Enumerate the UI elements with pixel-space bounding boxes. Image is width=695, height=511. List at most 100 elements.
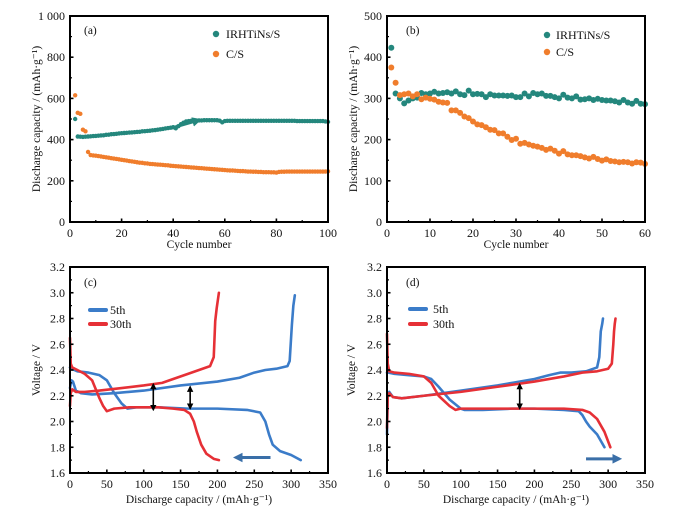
panel-a-label: (a) xyxy=(84,25,97,37)
data-point xyxy=(72,116,78,122)
data-point xyxy=(444,99,451,106)
y-tick-label: 2.6 xyxy=(367,337,382,351)
y-tick-label: 2.2 xyxy=(50,389,65,403)
x-tick-label: 350 xyxy=(319,477,337,491)
x-tick-label: 0 xyxy=(384,477,390,491)
panel-c-xlabel: Discharge capacity / (mAh·g⁻¹) xyxy=(126,494,272,506)
panel-b-xlabel: Cycle number xyxy=(484,239,549,251)
panel-a-data xyxy=(72,93,331,175)
legend-label-5th: 5th xyxy=(110,303,125,317)
y-tick-label: 2.2 xyxy=(367,389,382,403)
panel-c-ylabel: Voltage / V xyxy=(31,343,43,396)
data-point xyxy=(85,149,91,155)
data-point xyxy=(517,94,524,101)
series-5th xyxy=(68,294,303,462)
data-point xyxy=(525,93,532,100)
x-tick-label: 20 xyxy=(467,226,479,240)
data-point xyxy=(482,94,489,101)
x-tick-label: 50 xyxy=(101,477,113,491)
x-tick-label: 200 xyxy=(525,477,543,491)
data-point xyxy=(474,90,481,97)
legend-marker-irhtins xyxy=(543,31,551,39)
data-point xyxy=(491,92,498,99)
y-tick-label: 500 xyxy=(364,9,382,23)
x-tick-label: 80 xyxy=(270,226,282,240)
y-tick-label: 800 xyxy=(47,50,65,64)
y-tick-label: 0 xyxy=(59,215,65,229)
x-tick-label: 300 xyxy=(282,477,300,491)
5th-discharge-curve xyxy=(68,366,303,462)
x-tick-label: 40 xyxy=(167,226,179,240)
data-point xyxy=(504,92,511,99)
data-point xyxy=(491,127,498,134)
x-tick-label: 200 xyxy=(208,477,226,491)
data-point xyxy=(439,99,446,106)
data-point xyxy=(599,97,605,104)
x-tick-label: 60 xyxy=(219,226,231,240)
data-point xyxy=(616,159,623,166)
data-point xyxy=(637,100,644,107)
data-point xyxy=(478,91,485,98)
30th-discharge-curve xyxy=(68,336,221,462)
legend-marker-cs xyxy=(543,48,551,56)
panel-a-ylabel: Discharge capacity / (mAh·g⁻¹) xyxy=(31,46,43,192)
data-point xyxy=(457,109,464,116)
y-tick-label: 1.6 xyxy=(367,466,382,480)
data-point xyxy=(560,91,567,98)
y-tick-label: 2.8 xyxy=(50,312,65,326)
x-tick-label: 0 xyxy=(67,226,73,240)
panel-c-label: (c) xyxy=(84,277,97,289)
data-point xyxy=(414,91,421,98)
data-point xyxy=(521,90,528,97)
panel-d-legend: 5th 30th xyxy=(408,302,454,331)
panel-a-legend: IRHTiNs/S C/S xyxy=(212,27,280,61)
x-tick-label: 50 xyxy=(418,477,430,491)
y-tick-label: 2.0 xyxy=(50,415,65,429)
y-tick-label: 200 xyxy=(47,174,65,188)
data-point xyxy=(401,100,408,107)
x-tick-label: 250 xyxy=(562,477,580,491)
panel-d-data xyxy=(385,317,623,464)
panel-d: 0 50 100 150 200 250 300 350 1.6 1.8 2.0 2.2 2.4 2.6 2… xyxy=(346,260,654,506)
data-point xyxy=(388,64,395,71)
trend-arrow xyxy=(170,117,202,130)
data-point xyxy=(465,87,472,94)
series-30th xyxy=(385,317,617,449)
y-tick-label: 1.8 xyxy=(50,440,65,454)
y-tick-label: 2.8 xyxy=(367,312,382,326)
y-tick-label: 400 xyxy=(47,133,65,147)
data-point xyxy=(495,92,502,99)
data-point xyxy=(513,135,519,142)
y-tick-label: 1 000 xyxy=(38,9,65,23)
x-tick-label: 10 xyxy=(424,226,436,240)
legend-label-30th: 30th xyxy=(110,317,131,331)
x-tick-label: 250 xyxy=(245,477,263,491)
series-5th xyxy=(385,317,606,449)
panel-a-xlabel: Cycle number xyxy=(167,239,232,251)
data-point xyxy=(470,118,476,125)
30th-discharge-curve xyxy=(385,332,612,449)
x-tick-label: 150 xyxy=(489,477,507,491)
panel-c-legend: 5th 30th xyxy=(88,303,131,331)
series-c-s xyxy=(388,64,648,167)
data-point xyxy=(551,147,558,154)
x-tick-label: 100 xyxy=(319,226,337,240)
y-tick-label: 0 xyxy=(376,215,382,229)
data-point xyxy=(504,133,511,140)
legend-label-30th: 30th xyxy=(433,317,454,331)
data-point xyxy=(633,97,640,104)
data-point xyxy=(448,107,455,114)
legend-label-cs: C/S xyxy=(556,45,574,59)
data-point xyxy=(405,90,412,97)
data-point xyxy=(513,94,519,101)
panel-b-label: (b) xyxy=(406,25,420,37)
x-tick-label: 100 xyxy=(135,477,153,491)
y-tick-label: 3.2 xyxy=(50,260,65,274)
y-tick-label: 1.8 xyxy=(367,440,382,454)
y-tick-label: 100 xyxy=(364,174,382,188)
y-tick-label: 400 xyxy=(364,50,382,64)
series-irhtins-s xyxy=(388,44,648,108)
x-tick-label: 300 xyxy=(599,477,617,491)
